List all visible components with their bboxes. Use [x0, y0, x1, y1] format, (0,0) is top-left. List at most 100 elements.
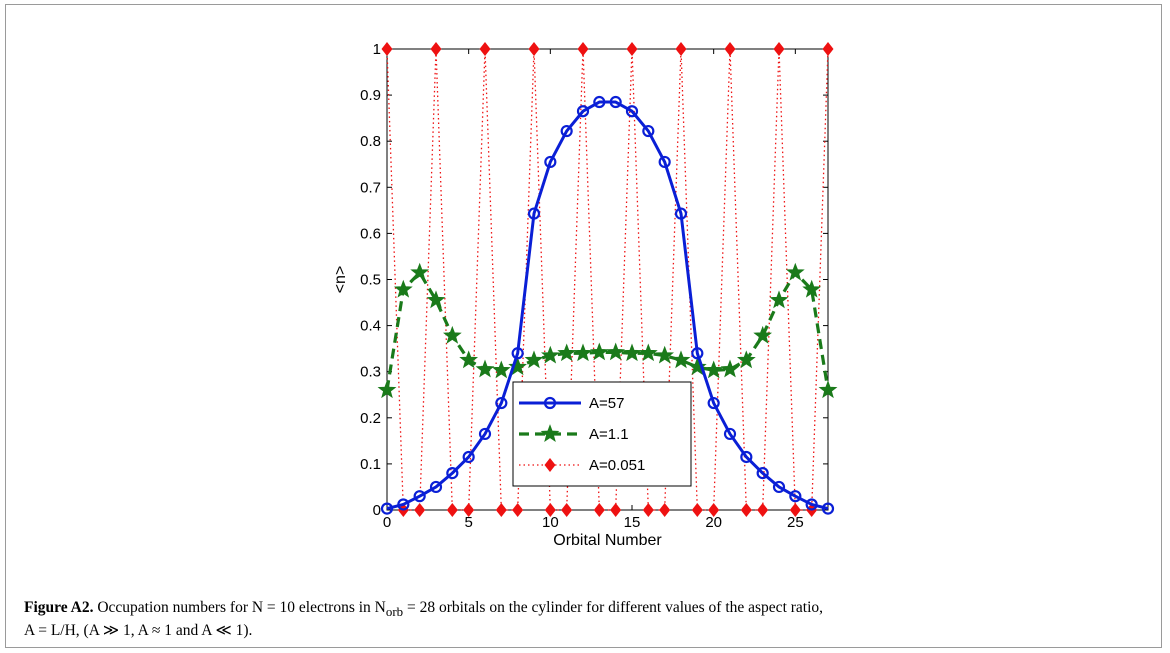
data-point-A=1.1 [459, 350, 479, 369]
data-point-A=1.1 [540, 345, 560, 364]
legend-label-A=57: A=57 [589, 395, 624, 412]
legend-marker-A=1.1 [540, 424, 560, 442]
data-point-A=0.051 [740, 503, 752, 517]
data-point-A=0.051 [822, 42, 834, 56]
data-point-A=1.1 [589, 342, 609, 361]
legend-label-A=1.1: A=1.1 [589, 426, 629, 443]
data-point-A=1.1 [377, 380, 397, 399]
data-point-A=1.1 [688, 357, 707, 376]
data-point-A=57 [691, 347, 704, 360]
data-point-A=1.1 [622, 343, 642, 362]
series-line-A=57 [386, 100, 829, 511]
data-point-A=57 [413, 490, 426, 503]
data-point-A=1.1 [786, 262, 805, 281]
series-line-A=1.1 [385, 270, 830, 391]
caption-sub-orb: orb [385, 604, 404, 620]
data-point-A=1.1 [769, 290, 789, 309]
legend-marker-A=0.051 [544, 458, 556, 472]
data-point-A=0.051 [544, 503, 556, 517]
data-point-A=57 [397, 498, 410, 511]
data-point-A=0.051 [479, 42, 491, 56]
data-point-A=0.051 [446, 503, 458, 517]
data-point-A=0.051 [528, 42, 540, 56]
data-point-A=1.1 [704, 360, 723, 379]
data-point-A=0.051 [626, 42, 638, 56]
data-point-A=1.1 [508, 357, 527, 376]
y-tick-label: 0.4 [360, 318, 381, 335]
y-tick-label: 0.2 [360, 410, 381, 427]
caption-line1: Occupation numbers for N = 10 electrons … [97, 599, 386, 616]
data-point-A=1.1 [492, 360, 511, 379]
data-point-A=57 [593, 95, 606, 109]
y-axis-label: <n> [332, 266, 349, 294]
data-point-A=0.051 [495, 503, 507, 517]
data-point-A=57 [805, 498, 818, 511]
y-tick-label: 0 [373, 502, 381, 519]
data-point-A=1.1 [393, 279, 413, 298]
data-point-A=0.051 [659, 503, 671, 517]
data-point-A=57 [789, 490, 802, 503]
data-point-A=1.1 [557, 343, 577, 362]
data-point-A=0.051 [512, 503, 524, 517]
data-point-A=1.1 [573, 343, 593, 362]
data-point-A=57 [560, 124, 573, 138]
data-point-A=57 [723, 427, 737, 441]
caption-line2: A = L/H, (A ≫ 1, A ≈ 1 and A ≪ 1). [24, 622, 253, 640]
data-point-A=57 [625, 105, 639, 118]
data-point-A=57 [511, 347, 524, 360]
figure-caption: Figure A2. Occupation numbers for N = 10… [24, 598, 1144, 640]
data-point-A=0.051 [593, 503, 605, 517]
data-point-A=1.1 [442, 325, 462, 344]
data-point-A=0.051 [691, 503, 703, 517]
data-point-A=1.1 [426, 290, 446, 309]
data-point-A=57 [544, 155, 557, 169]
data-point-A=57 [642, 124, 655, 138]
data-point-A=0.051 [463, 503, 475, 517]
legend-label-A=0.051: A=0.051 [589, 457, 645, 474]
data-point-A=57 [772, 480, 786, 494]
data-point-A=57 [478, 427, 492, 441]
data-point-A=1.1 [524, 350, 544, 369]
x-tick-label: 25 [787, 514, 804, 531]
data-point-A=0.051 [642, 503, 654, 517]
data-point-A=0.051 [610, 503, 622, 517]
y-tick-label: 0.6 [360, 225, 381, 242]
data-point-A=0.051 [789, 503, 801, 517]
data-point-A=1.1 [475, 359, 495, 378]
y-tick-label: 0.5 [360, 272, 381, 289]
data-point-A=1.1 [753, 325, 773, 344]
data-point-A=0.051 [773, 42, 785, 56]
data-point-A=1.1 [638, 343, 658, 362]
caption-label: Figure A2. [24, 599, 94, 616]
data-point-A=1.1 [410, 262, 429, 281]
data-point-A=1.1 [802, 279, 822, 298]
data-point-A=57 [380, 502, 394, 515]
data-point-A=57 [495, 396, 508, 410]
occupation-chart: 00.10.20.30.40.50.60.70.80.910 5 10 15 20 25A… [332, 41, 838, 549]
y-tick-label: 0.8 [360, 133, 381, 150]
data-point-A=1.1 [818, 380, 838, 399]
data-point-A=0.051 [577, 42, 589, 56]
legend-marker-A=57 [543, 396, 557, 410]
x-tick-label: 10 [542, 514, 559, 531]
y-tick-label: 0.1 [360, 456, 381, 473]
data-point-A=57 [576, 105, 590, 118]
data-point-A=0.051 [708, 503, 720, 517]
data-point-A=1.1 [736, 350, 756, 369]
data-point-A=0.051 [724, 42, 736, 56]
data-point-A=57 [658, 155, 671, 169]
data-point-A=0.051 [757, 503, 769, 517]
x-tick-label: 0 [383, 514, 391, 531]
y-tick-label: 1 [373, 41, 381, 58]
y-tick-label: 0.3 [360, 364, 381, 381]
x-axis-label: Orbital Number [553, 532, 662, 549]
data-point-A=57 [429, 480, 443, 494]
data-point-A=57 [740, 450, 753, 464]
plot-area: 00.10.20.30.40.50.60.70.80.910 5 10 15 20 25A… [360, 41, 838, 531]
y-tick-label: 0.7 [360, 179, 381, 196]
x-tick-label: 20 [705, 514, 722, 531]
data-point-A=57 [674, 207, 688, 220]
data-point-A=57 [609, 95, 622, 109]
data-point-A=1.1 [720, 359, 740, 378]
data-point-A=1.1 [655, 345, 675, 364]
